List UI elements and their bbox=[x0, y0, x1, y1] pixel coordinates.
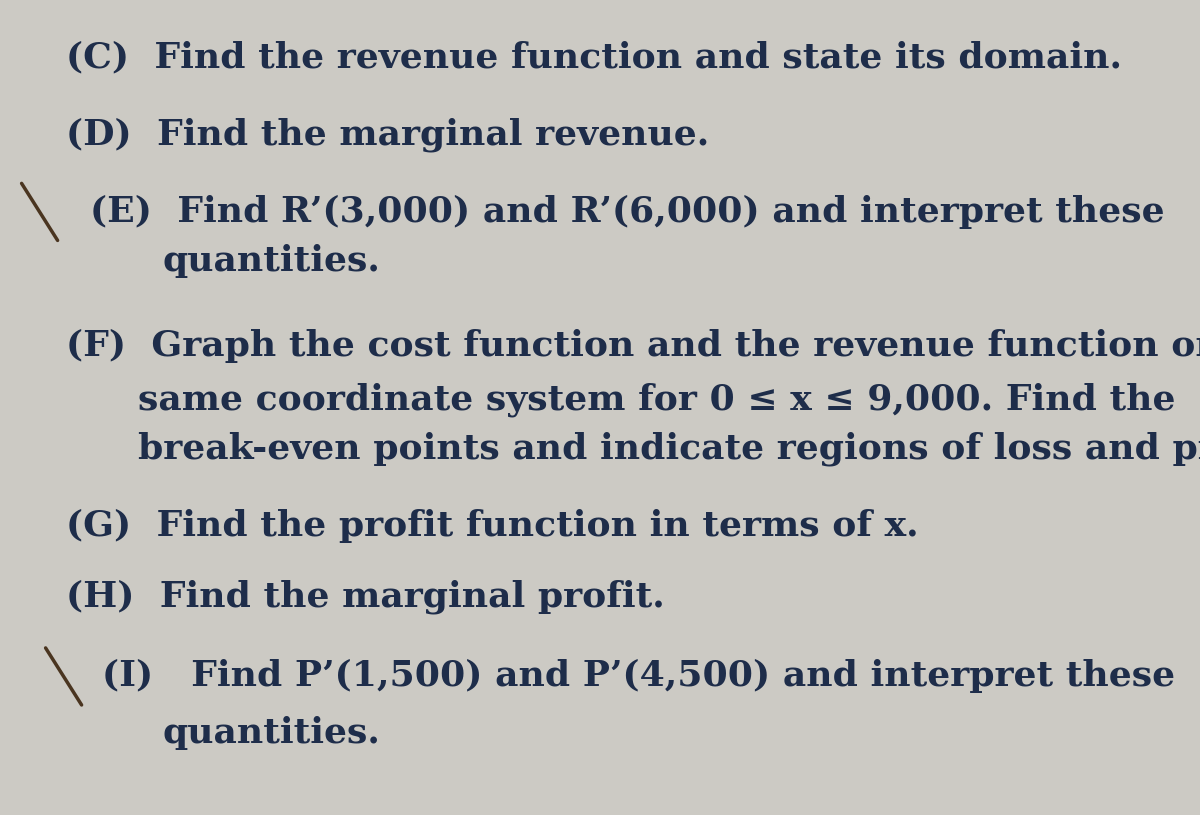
Text: (E)  Find R’(3,000) and R’(6,000) and interpret these: (E) Find R’(3,000) and R’(6,000) and int… bbox=[90, 195, 1165, 229]
Text: quantities.: quantities. bbox=[162, 244, 380, 278]
Text: break-even points and indicate regions of loss and profit.: break-even points and indicate regions o… bbox=[138, 431, 1200, 465]
Text: quantities.: quantities. bbox=[162, 716, 380, 751]
Text: (C)  Find the revenue function and state its domain.: (C) Find the revenue function and state … bbox=[66, 40, 1122, 74]
Text: (F)  Graph the cost function and the revenue function on the: (F) Graph the cost function and the reve… bbox=[66, 329, 1200, 363]
Text: (I)   Find P’(1,500) and P’(4,500) and interpret these: (I) Find P’(1,500) and P’(4,500) and int… bbox=[102, 659, 1175, 694]
Text: (H)  Find the marginal profit.: (H) Find the marginal profit. bbox=[66, 579, 665, 614]
Text: same coordinate system for 0 ≤ x ≤ 9,000. Find the: same coordinate system for 0 ≤ x ≤ 9,000… bbox=[138, 382, 1176, 416]
Text: (G)  Find the profit function in terms of x.: (G) Find the profit function in terms of… bbox=[66, 509, 919, 543]
Text: (D)  Find the marginal revenue.: (D) Find the marginal revenue. bbox=[66, 117, 709, 152]
